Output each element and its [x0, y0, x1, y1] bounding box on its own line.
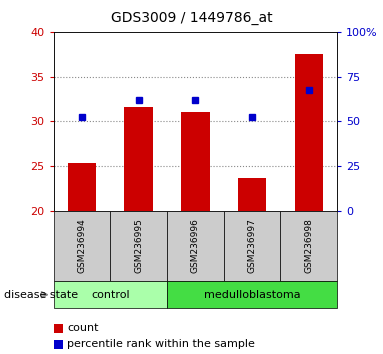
Bar: [54, 281, 167, 308]
Bar: [54, 324, 63, 333]
Bar: [238, 178, 266, 211]
Text: disease state: disease state: [4, 290, 78, 300]
Bar: [68, 163, 96, 211]
Text: GSM236997: GSM236997: [247, 218, 257, 274]
Text: percentile rank within the sample: percentile rank within the sample: [67, 339, 255, 349]
Bar: [110, 211, 167, 281]
Bar: [280, 211, 337, 281]
Bar: [167, 211, 224, 281]
Text: count: count: [67, 323, 98, 333]
Text: control: control: [91, 290, 129, 300]
Text: GSM236995: GSM236995: [134, 218, 143, 274]
Bar: [167, 281, 337, 308]
Bar: [54, 211, 110, 281]
Text: GDS3009 / 1449786_at: GDS3009 / 1449786_at: [111, 11, 272, 25]
Text: GSM236994: GSM236994: [77, 219, 87, 273]
Text: GSM236998: GSM236998: [304, 218, 313, 274]
Bar: [224, 211, 280, 281]
Bar: [181, 112, 210, 211]
Bar: [124, 107, 153, 211]
Bar: [54, 340, 63, 349]
Text: medulloblastoma: medulloblastoma: [204, 290, 300, 300]
Text: GSM236996: GSM236996: [191, 218, 200, 274]
Bar: [295, 54, 323, 211]
